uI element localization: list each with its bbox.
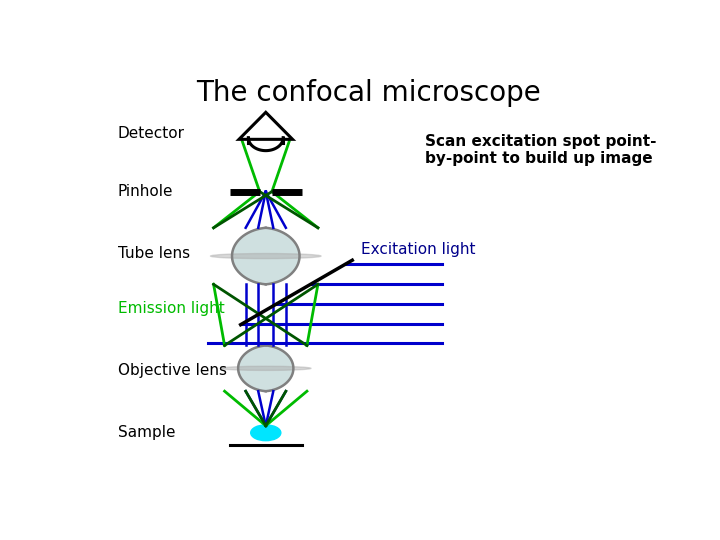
Text: Pinhole: Pinhole (118, 184, 174, 199)
Text: The confocal microscope: The confocal microscope (197, 79, 541, 107)
Text: Tube lens: Tube lens (118, 246, 190, 261)
Ellipse shape (251, 425, 281, 441)
Text: Objective lens: Objective lens (118, 363, 227, 378)
Text: Detector: Detector (118, 126, 185, 141)
Polygon shape (238, 346, 293, 391)
Text: Sample: Sample (118, 426, 176, 440)
Text: Emission light: Emission light (118, 301, 225, 315)
Text: Scan excitation spot point-
by-point to build up image: Scan excitation spot point- by-point to … (425, 134, 657, 166)
Ellipse shape (210, 253, 321, 259)
Ellipse shape (220, 366, 311, 370)
Text: Excitation light: Excitation light (361, 242, 475, 258)
Polygon shape (232, 228, 300, 285)
